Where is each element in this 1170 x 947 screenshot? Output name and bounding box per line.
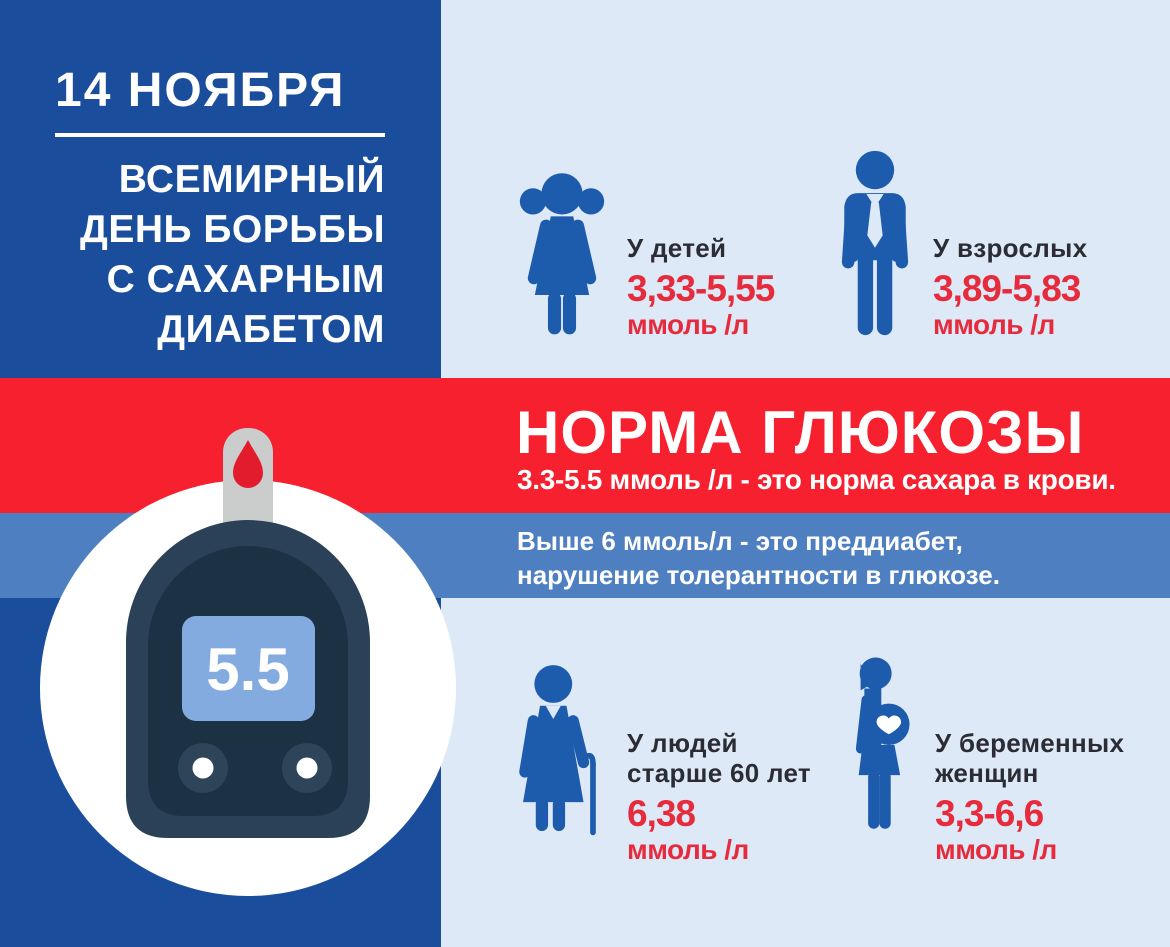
glucometer-left-button-dot bbox=[192, 757, 214, 779]
group-unit: ммоль /л bbox=[935, 834, 1057, 865]
date-heading: 14 НОЯБРЯ bbox=[55, 64, 346, 117]
children-norm-block: У детей 3,33-5,55 ммоль /л bbox=[627, 233, 907, 340]
event-title-line: ДИАБЕТОМ bbox=[157, 308, 385, 351]
event-title-line: ДЕНЬ БОРЬБЫ bbox=[80, 208, 385, 251]
glucose-reading: 5.5 bbox=[206, 636, 289, 703]
group-label: У людей старше 60 лет bbox=[627, 728, 811, 788]
prediabetes-text-line1: Выше 6 ммоль/л - это преддиабет, bbox=[517, 526, 963, 556]
banner-subtitle: 3.3-5.5 ммоль /л - это норма сахара в кр… bbox=[517, 464, 1116, 495]
event-title-line: С САХАРНЫМ bbox=[106, 258, 385, 301]
glucometer-right-button-dot bbox=[296, 757, 318, 779]
pregnant-norm-block: У беременных женщин 3,3-6,6 ммоль /л bbox=[935, 728, 1170, 865]
glucometer-screen bbox=[182, 616, 315, 721]
group-unit: ммоль /л bbox=[627, 309, 749, 340]
group-unit: ммоль /л bbox=[933, 309, 1055, 340]
group-value: 3,89-5,83 bbox=[933, 268, 1081, 309]
blood-drop-icon bbox=[233, 440, 263, 488]
banner-title: НОРМА ГЛЮКОЗЫ bbox=[516, 399, 1085, 466]
group-value: 3,3-6,6 bbox=[935, 793, 1044, 834]
group-value: 3,33-5,55 bbox=[627, 268, 775, 309]
group-label: У детей bbox=[627, 233, 727, 263]
heart-icon bbox=[876, 715, 902, 735]
group-unit: ммоль /л bbox=[627, 834, 749, 865]
header-panel bbox=[0, 0, 441, 378]
pregnant-woman-icon bbox=[855, 657, 910, 829]
prediabetes-text-line2: нарушение толерантности в глюкозе. bbox=[517, 560, 1000, 590]
group-label: У беременных женщин bbox=[935, 728, 1125, 788]
glucometer-illustration: 5.5 bbox=[40, 428, 456, 896]
elderly-woman-icon bbox=[519, 665, 596, 836]
event-title-line: ВСЕМИРНЫЙ bbox=[118, 158, 385, 201]
seniors-norm-block: У людей старше 60 лет 6,38 ммоль /л bbox=[627, 728, 907, 865]
man-icon bbox=[841, 150, 909, 336]
header-divider bbox=[55, 133, 385, 137]
adults-norm-block: У взрослых 3,89-5,83 ммоль /л bbox=[933, 233, 1170, 340]
girl-icon bbox=[519, 173, 605, 335]
event-title: ВСЕМИРНЫЙ ДЕНЬ БОРЬБЫ С САХАРНЫМ ДИАБЕТО… bbox=[55, 155, 385, 355]
group-value: 6,38 bbox=[627, 793, 696, 834]
group-label: У взрослых bbox=[933, 233, 1088, 263]
